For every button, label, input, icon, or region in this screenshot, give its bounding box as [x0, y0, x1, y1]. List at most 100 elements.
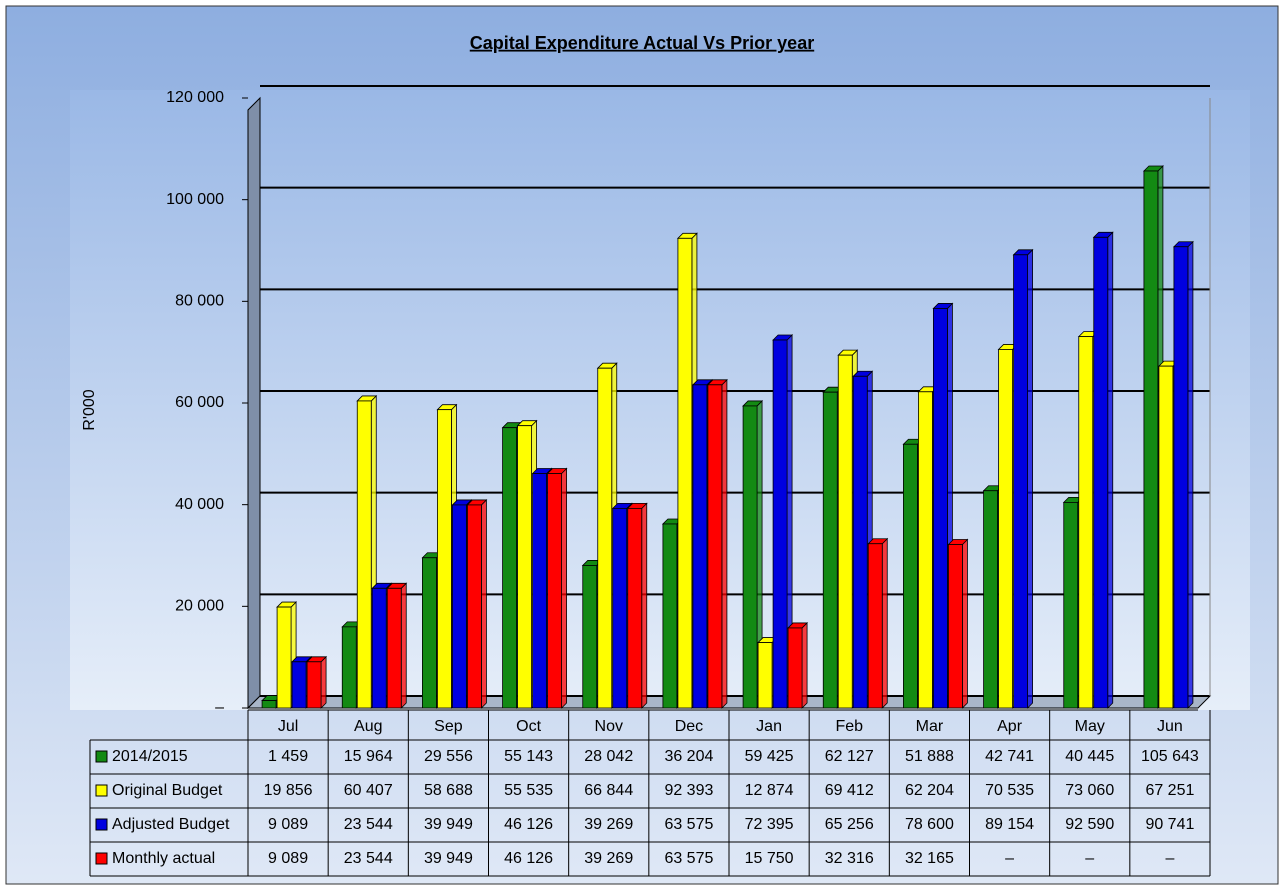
- legend-label: Adjusted Budget: [112, 816, 230, 833]
- table-cell: 59 425: [745, 748, 794, 765]
- bar: [1093, 236, 1109, 709]
- bar: [517, 425, 532, 709]
- bar: [852, 375, 868, 709]
- bar: [597, 367, 613, 709]
- bar: [983, 490, 998, 709]
- x-tick-label: Oct: [516, 718, 541, 735]
- table-cell: 60 407: [344, 782, 393, 799]
- bar: [582, 565, 598, 709]
- bar: [437, 409, 452, 709]
- bar: [918, 391, 933, 709]
- bar: [998, 349, 1013, 709]
- legend-swatch: [95, 750, 108, 763]
- x-tick-label: Dec: [675, 718, 703, 735]
- x-tick-label: May: [1075, 718, 1105, 735]
- table-cell: 29 556: [424, 748, 473, 765]
- bar-side: [320, 655, 327, 709]
- table-cell: 63 575: [664, 850, 713, 867]
- table-cell: 89 154: [985, 816, 1034, 833]
- bar: [1173, 246, 1189, 709]
- bar-side: [481, 498, 487, 709]
- bar: [1143, 170, 1159, 709]
- bar-side: [641, 502, 648, 709]
- bar: [772, 339, 788, 709]
- x-tick-label: Jul: [278, 718, 298, 735]
- bar: [306, 661, 322, 709]
- table-cell: 9 089: [268, 850, 308, 867]
- y-axis-label: R'000: [81, 389, 98, 430]
- table-cell: 69 412: [825, 782, 874, 799]
- x-tick-label: Aug: [354, 718, 382, 735]
- x-tick-label: Sep: [434, 718, 463, 735]
- x-tick-label: Jan: [756, 718, 782, 735]
- table-cell: –: [1165, 850, 1174, 867]
- bar: [371, 587, 387, 709]
- table-cell: 39 949: [424, 816, 473, 833]
- table-cell: –: [1005, 850, 1014, 867]
- table-cell: 46 126: [504, 816, 553, 833]
- bar: [452, 504, 467, 709]
- table-cell: 90 741: [1145, 816, 1194, 833]
- bar-side: [801, 621, 808, 709]
- table-cell: 19 856: [264, 782, 313, 799]
- bar-side: [400, 582, 407, 709]
- table-cell: 62 204: [905, 782, 954, 799]
- bar-side: [1107, 231, 1114, 709]
- bar: [261, 700, 277, 709]
- table-cell: –: [1085, 850, 1094, 867]
- bar: [291, 661, 307, 709]
- x-tick-label: Feb: [835, 718, 863, 735]
- legend-swatch: [95, 818, 108, 831]
- table-cell: 78 600: [905, 816, 954, 833]
- bar: [547, 473, 562, 709]
- bar: [1063, 502, 1079, 709]
- bar: [276, 606, 292, 709]
- bar: [787, 627, 803, 709]
- bar: [502, 427, 517, 709]
- table-cell: 65 256: [825, 816, 874, 833]
- bar: [662, 523, 678, 709]
- bar: [822, 391, 838, 709]
- table-cell: 72 395: [745, 816, 794, 833]
- y-tick-label: 60 000: [175, 394, 224, 411]
- table-cell: 39 949: [424, 850, 473, 867]
- table-cell: 1 459: [268, 748, 308, 765]
- table-cell: 70 535: [985, 782, 1034, 799]
- table-cell: 66 844: [584, 782, 633, 799]
- x-tick-label: Mar: [916, 718, 944, 735]
- table-cell: 39 269: [584, 816, 633, 833]
- table-cell: 28 042: [584, 748, 633, 765]
- table-cell: 23 544: [344, 816, 393, 833]
- x-tick-label: Apr: [997, 718, 1023, 735]
- legend-label: 2014/2015: [112, 748, 188, 765]
- legend-label: Monthly actual: [112, 850, 215, 867]
- bar: [933, 308, 948, 709]
- table-cell: 15 964: [344, 748, 393, 765]
- table-cell: 36 204: [664, 748, 713, 765]
- bar: [612, 507, 628, 709]
- bar: [948, 544, 963, 709]
- bar-side: [881, 537, 888, 709]
- bar-side: [962, 538, 968, 709]
- legend-label: Original Budget: [112, 782, 223, 799]
- bar: [532, 473, 547, 709]
- table-cell: 32 316: [825, 850, 874, 867]
- bar: [356, 400, 372, 709]
- bar: [867, 543, 883, 709]
- bar: [677, 237, 693, 709]
- table-cell: 42 741: [985, 748, 1034, 765]
- y-tick-label: 40 000: [175, 496, 224, 513]
- side-wall: [247, 96, 261, 710]
- table-cell: 67 251: [1145, 782, 1194, 799]
- bar: [757, 642, 773, 709]
- y-tick-label: 100 000: [166, 191, 224, 208]
- bar-side: [1187, 240, 1194, 709]
- table-cell: 63 575: [664, 816, 713, 833]
- bar: [422, 557, 437, 709]
- x-tick-label: Jun: [1157, 718, 1183, 735]
- y-tick-label: 80 000: [175, 293, 224, 310]
- bar: [1013, 254, 1028, 709]
- bar: [627, 507, 643, 709]
- table-cell: 105 643: [1141, 748, 1199, 765]
- bar: [837, 354, 853, 709]
